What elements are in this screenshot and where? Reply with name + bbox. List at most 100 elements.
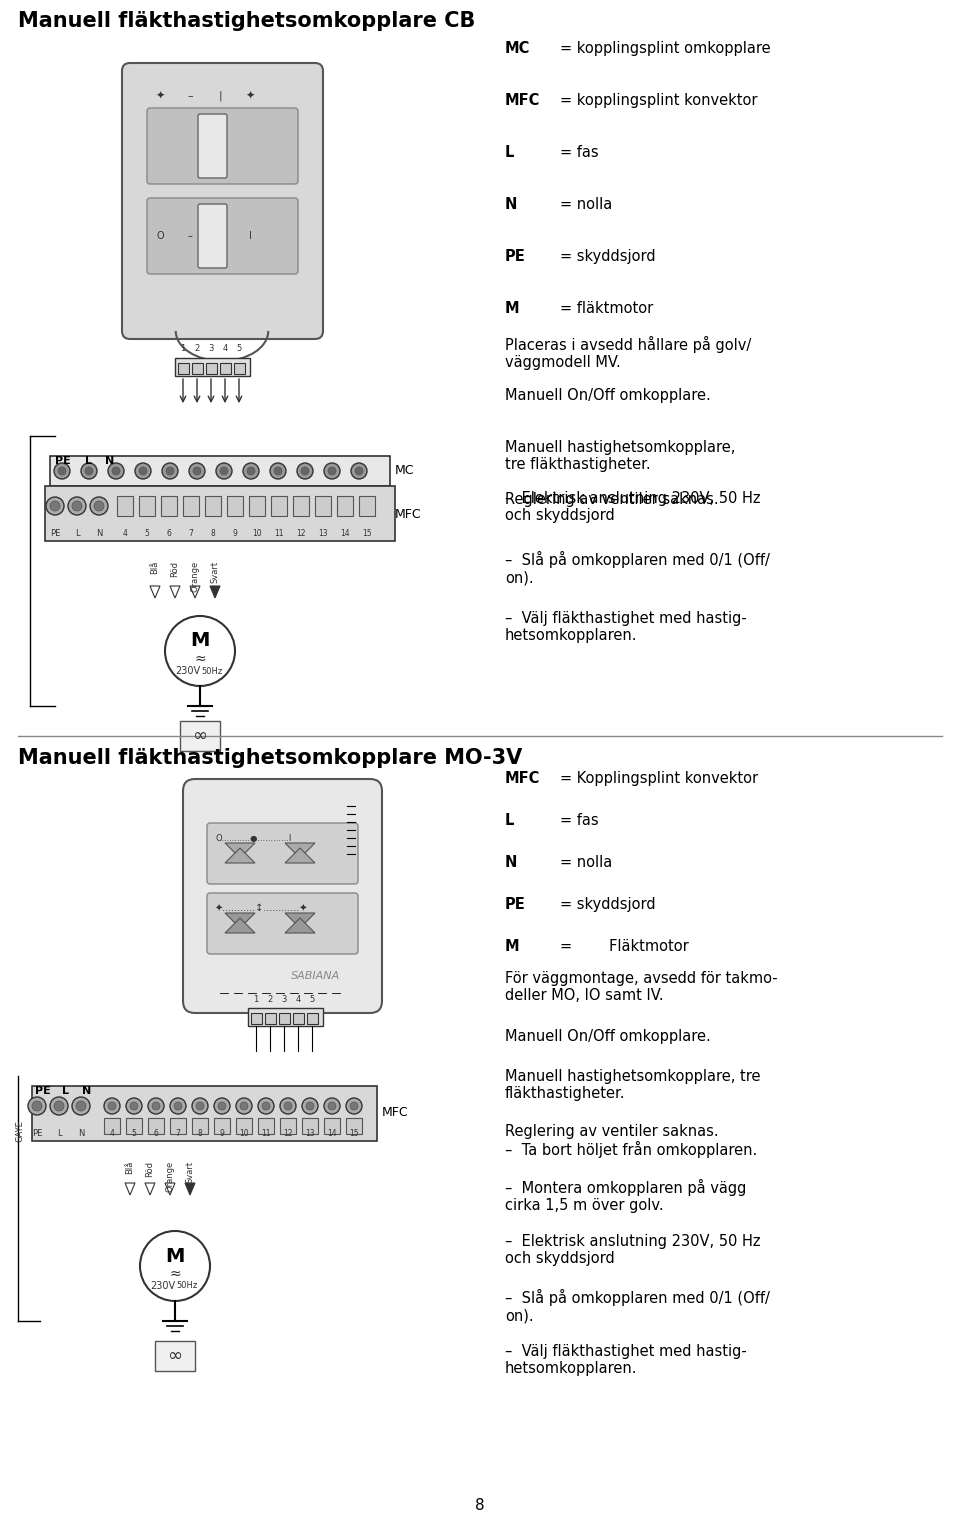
Text: Manuell hastighetsomkopplare, tre
fläkthastigheter.: Manuell hastighetsomkopplare, tre fläkth…: [505, 1069, 760, 1101]
Circle shape: [58, 467, 66, 475]
Circle shape: [262, 1102, 270, 1110]
Bar: [251, 1014, 262, 1024]
Circle shape: [355, 467, 363, 475]
Polygon shape: [225, 919, 255, 932]
Circle shape: [350, 1102, 358, 1110]
Bar: [359, 496, 375, 516]
Bar: [279, 1014, 290, 1024]
Text: För väggmontage, avsedd för takmo-
deller MO, IO samt IV.: För väggmontage, avsedd för takmo- delle…: [505, 971, 778, 1003]
Bar: [346, 1118, 362, 1134]
Circle shape: [81, 462, 97, 479]
Text: 5: 5: [236, 344, 242, 354]
Text: –: –: [187, 231, 192, 240]
Circle shape: [306, 1102, 314, 1110]
Bar: [214, 1118, 230, 1134]
Text: = kopplingsplint omkopplare: = kopplingsplint omkopplare: [560, 41, 771, 57]
Text: 2: 2: [268, 995, 273, 1004]
Circle shape: [54, 462, 70, 479]
Text: –: –: [187, 90, 193, 101]
Text: Manuell On/Off omkopplare.: Manuell On/Off omkopplare.: [505, 1029, 710, 1044]
Circle shape: [270, 462, 286, 479]
Bar: [220, 363, 231, 374]
Text: = skyddsjord: = skyddsjord: [560, 250, 656, 263]
Bar: [205, 496, 221, 516]
Text: 230V: 230V: [151, 1281, 176, 1291]
Text: –  Elektrisk anslutning 230V, 50 Hz
och skyddsjord: – Elektrisk anslutning 230V, 50 Hz och s…: [505, 1234, 760, 1266]
Circle shape: [324, 462, 340, 479]
Bar: [236, 1118, 252, 1134]
Circle shape: [216, 462, 232, 479]
Text: = fas: = fas: [560, 813, 599, 828]
Polygon shape: [165, 1183, 175, 1196]
Text: Röd: Röd: [146, 1160, 155, 1177]
Circle shape: [54, 1101, 64, 1112]
Text: O...........●............I: O...........●............I: [215, 834, 292, 844]
Text: N: N: [505, 854, 517, 870]
Circle shape: [72, 501, 82, 511]
Text: 13: 13: [305, 1128, 315, 1138]
Circle shape: [189, 462, 205, 479]
Text: 13: 13: [318, 530, 327, 539]
Text: 3: 3: [281, 995, 287, 1004]
Text: L: L: [505, 145, 515, 161]
Bar: [32, 1085, 377, 1141]
Text: L: L: [85, 456, 92, 465]
Text: 2: 2: [194, 344, 200, 354]
Text: N: N: [505, 197, 517, 211]
Text: 3: 3: [208, 344, 214, 354]
Text: 230V: 230V: [176, 666, 201, 677]
FancyBboxPatch shape: [198, 204, 227, 268]
Polygon shape: [210, 586, 220, 599]
Text: 5: 5: [145, 530, 150, 539]
Text: Röd: Röd: [171, 560, 180, 577]
Polygon shape: [145, 1183, 155, 1196]
Polygon shape: [225, 848, 255, 863]
Text: 10: 10: [239, 1128, 249, 1138]
Circle shape: [174, 1102, 182, 1110]
Text: 5: 5: [132, 1128, 136, 1138]
Circle shape: [196, 1102, 204, 1110]
Polygon shape: [285, 912, 315, 928]
Circle shape: [112, 467, 120, 475]
Polygon shape: [185, 1183, 195, 1196]
Text: 12: 12: [283, 1128, 293, 1138]
Bar: [248, 1007, 323, 1026]
Circle shape: [258, 1098, 274, 1115]
Circle shape: [165, 615, 235, 686]
Text: 1: 1: [180, 344, 185, 354]
Text: 7: 7: [188, 530, 193, 539]
Text: 9: 9: [232, 530, 237, 539]
Text: = nolla: = nolla: [560, 854, 612, 870]
FancyBboxPatch shape: [147, 109, 298, 184]
Text: = fläktmotor: = fläktmotor: [560, 302, 653, 315]
Text: –  Montera omkopplaren på vägg
cirka 1,5 m över golv.: – Montera omkopplaren på vägg cirka 1,5 …: [505, 1179, 746, 1214]
Text: L: L: [505, 813, 515, 828]
Polygon shape: [285, 919, 315, 932]
Text: Orange: Orange: [190, 560, 200, 592]
Bar: [249, 496, 265, 516]
Bar: [192, 363, 203, 374]
Text: 4: 4: [123, 530, 128, 539]
Text: PE: PE: [505, 897, 526, 912]
Polygon shape: [170, 586, 180, 599]
Circle shape: [301, 467, 309, 475]
FancyBboxPatch shape: [207, 824, 358, 883]
Circle shape: [108, 462, 124, 479]
Text: 10: 10: [252, 530, 262, 539]
Bar: [337, 496, 353, 516]
Circle shape: [214, 1098, 230, 1115]
Circle shape: [328, 467, 336, 475]
Text: 8: 8: [210, 530, 215, 539]
Text: 8: 8: [198, 1128, 203, 1138]
Text: N: N: [105, 456, 114, 465]
Circle shape: [243, 462, 259, 479]
Bar: [175, 358, 250, 377]
Bar: [227, 496, 243, 516]
Circle shape: [346, 1098, 362, 1115]
FancyBboxPatch shape: [147, 197, 298, 274]
Circle shape: [139, 467, 147, 475]
Text: Reglering av ventiler saknas.: Reglering av ventiler saknas.: [505, 1124, 719, 1139]
Text: ✦: ✦: [156, 90, 165, 101]
Polygon shape: [285, 844, 315, 857]
Text: –  Ta bort höljet från omkopplaren.: – Ta bort höljet från omkopplaren.: [505, 1141, 757, 1157]
